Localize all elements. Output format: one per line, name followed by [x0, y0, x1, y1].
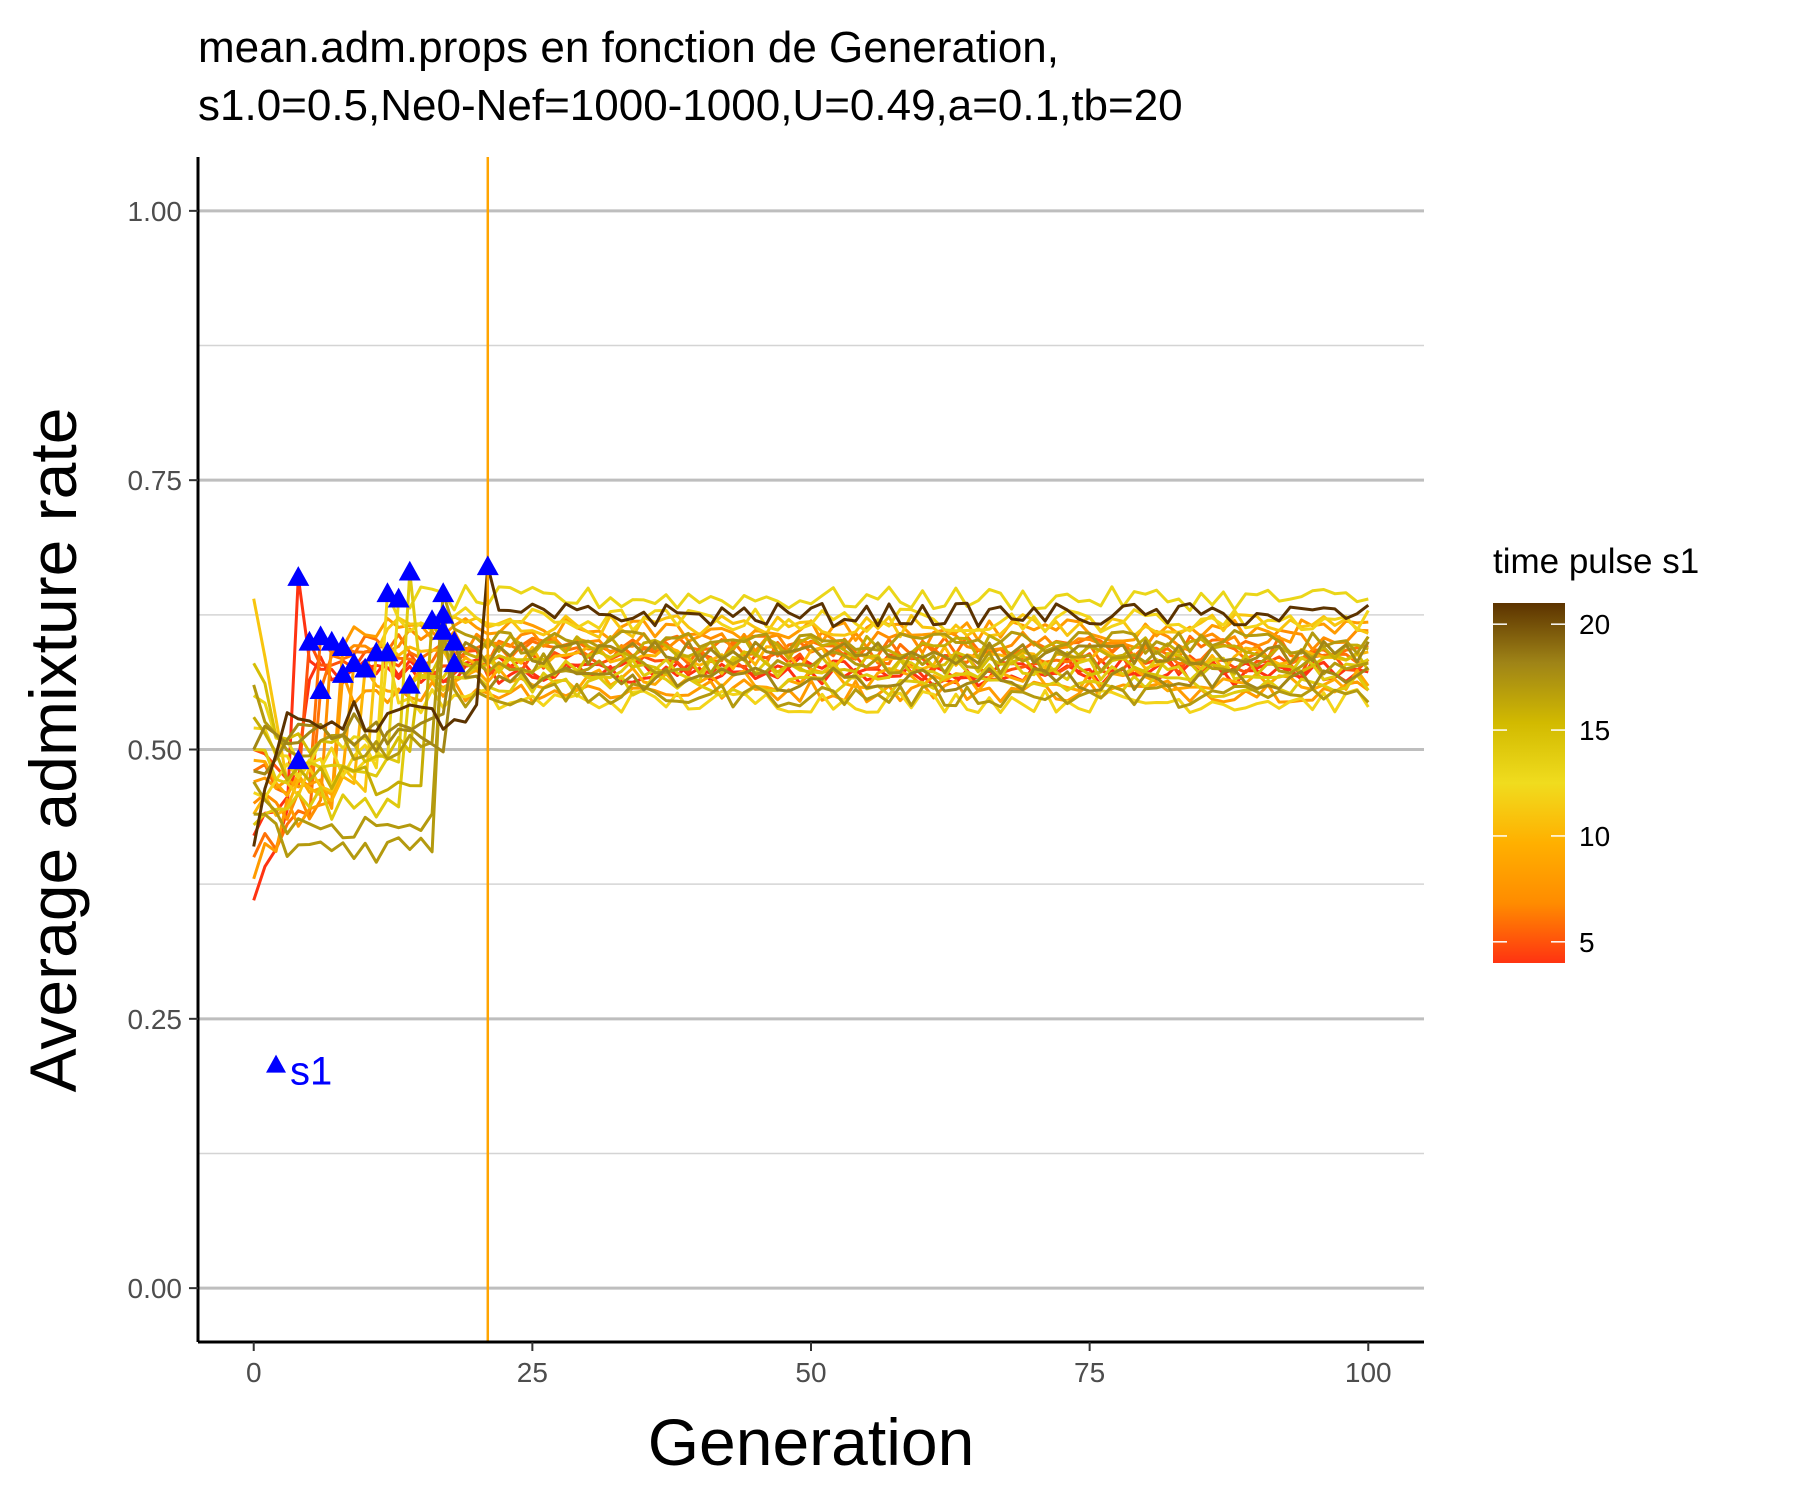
y-tick-label: 0.00 [128, 1273, 183, 1304]
series-lines [252, 564, 1370, 901]
pulse-marker [387, 587, 410, 608]
x-tick-label: 0 [246, 1357, 262, 1388]
y-tick-label: 0.50 [128, 735, 183, 766]
pulse-marker [443, 630, 466, 651]
y-tick-label: 1.00 [128, 196, 183, 227]
legend-tick-label: 20 [1579, 609, 1610, 640]
legend-ticks: 5 10 15 20 [1493, 609, 1610, 958]
pulse-marker [309, 625, 332, 646]
y-axis-label: Average admixture rate [16, 408, 90, 1093]
legend-tick-label: 15 [1579, 715, 1610, 746]
legend-tick-label: 5 [1579, 927, 1595, 958]
pulse-marker [398, 560, 421, 581]
chart-title-line-1: mean.adm.props en fonction de Generation… [198, 23, 1059, 72]
pulse-marker [398, 673, 421, 694]
legend-tick-label: 10 [1579, 821, 1610, 852]
pulse-marker [287, 749, 310, 770]
pulse-marker [376, 641, 399, 662]
pulse-marker [331, 663, 354, 683]
pulse-marker [331, 636, 354, 656]
pulse-marker [309, 679, 332, 700]
pulse-marker [298, 630, 321, 651]
series-line [253, 639, 1370, 776]
annotation-s1: s1 [266, 1050, 332, 1094]
pulse-marker [476, 555, 499, 576]
series-line [253, 672, 1370, 810]
pulse-marker [320, 630, 343, 651]
pulse-marker [432, 582, 455, 603]
pulse-marker [376, 582, 399, 603]
pulse-marker [287, 566, 310, 586]
pulse-marker [409, 652, 432, 673]
series-line [252, 564, 1370, 847]
pulse-marker [421, 609, 444, 630]
y-tick-label: 0.75 [128, 465, 183, 496]
y-ticks: 0.00 0.25 0.50 0.75 1.00 [128, 196, 198, 1304]
pulse-marker [432, 603, 455, 624]
x-tick-label: 50 [795, 1357, 826, 1388]
legend-title: time pulse s1 [1493, 542, 1699, 581]
x-tick-label: 25 [517, 1357, 548, 1388]
x-tick-label: 75 [1074, 1357, 1105, 1388]
series-line [252, 591, 1370, 761]
pulse-marker [432, 620, 455, 640]
pulse-marker [343, 652, 366, 673]
pulse-markers [287, 555, 499, 770]
annotation-label: s1 [290, 1050, 332, 1094]
annotation-marker [266, 1054, 287, 1073]
series-line [253, 613, 1369, 864]
x-ticks: 0 25 50 75 100 [246, 1342, 1392, 1388]
x-tick-label: 100 [1345, 1357, 1392, 1388]
legend-colorbar [1493, 603, 1565, 963]
y-tick-label: 0.25 [128, 1004, 183, 1035]
pulse-marker [443, 652, 466, 673]
pulse-marker [354, 657, 377, 678]
legend: time pulse s1 5 10 15 20 [1493, 542, 1699, 963]
x-axis-label: Generation [648, 1405, 975, 1479]
series-line [252, 640, 1370, 751]
chart-title-line-2: s1.0=0.5,Ne0-Nef=1000-1000,U=0.49,a=0.1,… [198, 81, 1183, 130]
